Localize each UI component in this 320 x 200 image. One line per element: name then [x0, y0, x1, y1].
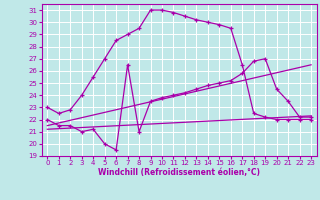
X-axis label: Windchill (Refroidissement éolien,°C): Windchill (Refroidissement éolien,°C): [98, 168, 260, 177]
